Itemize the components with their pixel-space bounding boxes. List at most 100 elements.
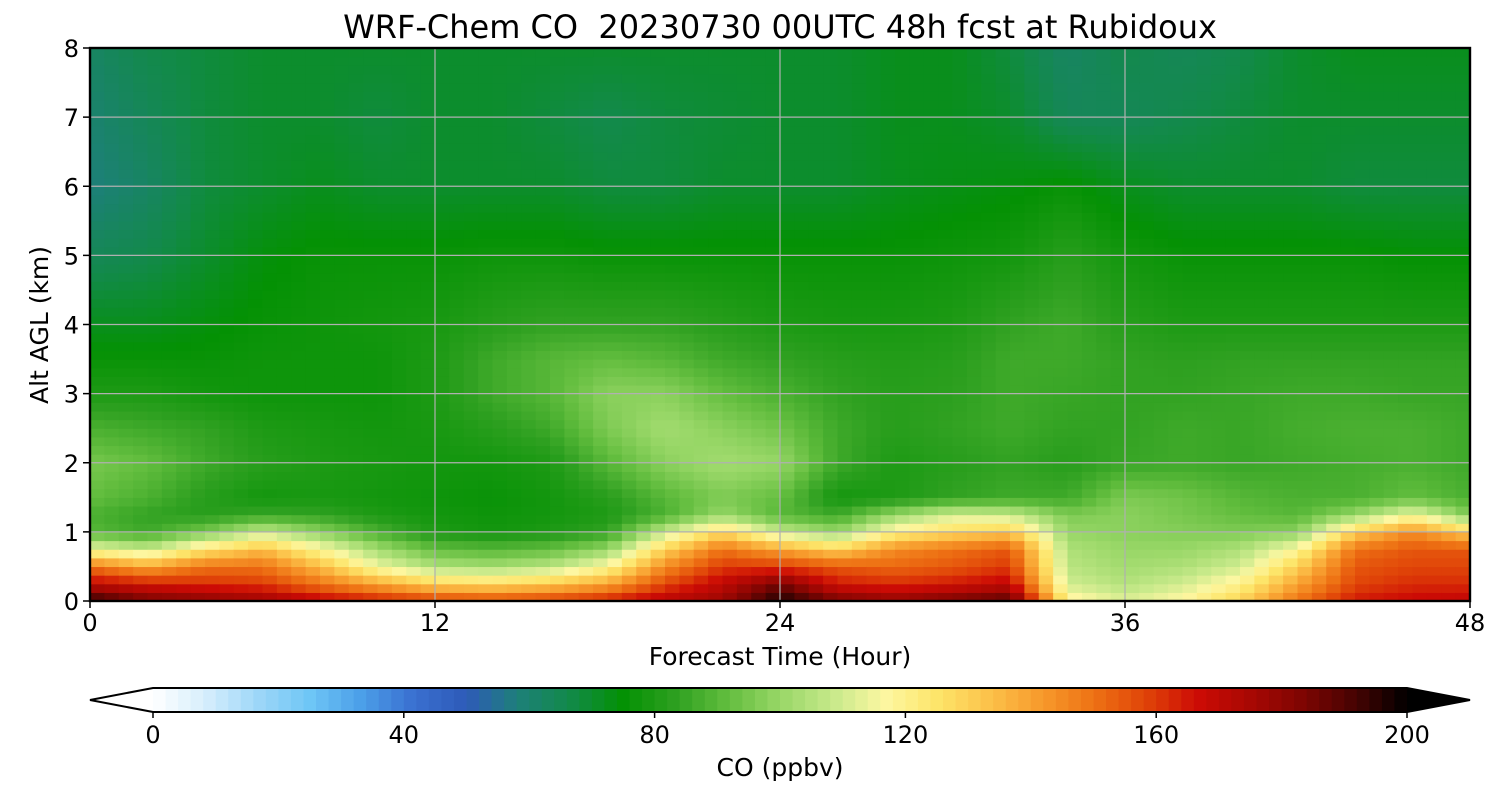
heatmap-cell <box>233 402 249 412</box>
heatmap-cell <box>449 540 465 550</box>
heatmap-cell <box>679 56 695 66</box>
heatmap-cell <box>205 255 220 265</box>
heatmap-cell <box>104 307 120 317</box>
heatmap-cell <box>636 151 652 161</box>
heatmap-cell <box>1196 497 1212 507</box>
heatmap-cell <box>435 272 450 282</box>
heatmap-cell <box>176 341 192 352</box>
heatmap-cell <box>1182 99 1198 110</box>
heatmap-cell <box>722 255 738 265</box>
heatmap-cell <box>794 583 810 593</box>
heatmap-cell <box>334 428 350 438</box>
heatmap-cell <box>851 505 867 516</box>
heatmap-cell <box>981 419 997 429</box>
heatmap-cell <box>765 497 781 507</box>
heatmap-cell <box>966 203 982 213</box>
heatmap-cell <box>291 177 307 187</box>
heatmap-cell <box>377 281 393 291</box>
heatmap-cell <box>550 367 565 377</box>
heatmap-cell <box>118 402 134 412</box>
heatmap-cell <box>1053 583 1069 593</box>
heatmap-cell <box>176 151 192 161</box>
heatmap-cell <box>291 117 307 127</box>
heatmap-cell <box>851 272 867 282</box>
heatmap-cell <box>1182 168 1198 179</box>
heatmap-cell <box>808 168 824 179</box>
heatmap-cell <box>1168 566 1184 576</box>
heatmap-cell <box>1096 575 1112 585</box>
heatmap-cell <box>1168 523 1184 533</box>
heatmap-cell <box>1038 454 1054 464</box>
heatmap-cell <box>391 151 407 161</box>
heatmap-cell <box>808 212 824 222</box>
heatmap-cell <box>909 583 925 593</box>
heatmap-cell <box>320 177 335 187</box>
heatmap-cell <box>1125 134 1140 144</box>
heatmap-cell <box>147 220 163 231</box>
heatmap-cell <box>650 82 666 92</box>
heatmap-cell <box>895 298 910 308</box>
heatmap-cell <box>219 419 235 429</box>
heatmap-cell <box>981 462 997 472</box>
heatmap-cell <box>1139 298 1155 308</box>
heatmap-cell <box>780 531 795 542</box>
heatmap-cell <box>751 592 767 601</box>
heatmap-cell <box>435 151 450 161</box>
heatmap-cell <box>1168 289 1184 300</box>
heatmap-cell <box>506 134 522 144</box>
heatmap-cell <box>506 264 522 274</box>
heatmap-cell <box>880 143 896 153</box>
heatmap-cell <box>693 419 709 429</box>
heatmap-cell <box>305 583 321 593</box>
heatmap-cell <box>593 315 609 326</box>
heatmap-cell <box>995 48 1011 58</box>
heatmap-cell <box>780 445 795 455</box>
heatmap-cell <box>1196 151 1212 161</box>
heatmap-cell <box>650 367 666 377</box>
heatmap-cell <box>938 454 954 464</box>
heatmap-cell <box>1096 428 1112 438</box>
heatmap-cell <box>1196 246 1212 256</box>
heatmap-cell <box>621 194 637 205</box>
heatmap-cell <box>1053 531 1069 542</box>
heatmap-cell <box>248 82 264 92</box>
heatmap-cell <box>406 462 422 472</box>
heatmap-cell <box>133 73 149 84</box>
heatmap-cell <box>636 48 652 58</box>
heatmap-cell <box>780 125 795 136</box>
heatmap-cell <box>1196 160 1212 170</box>
heatmap-cell <box>765 488 781 498</box>
heatmap-cell <box>966 428 982 438</box>
heatmap-cell <box>133 194 149 205</box>
heatmap-cell <box>1053 315 1069 326</box>
heatmap-cell <box>133 160 149 170</box>
heatmap-cell <box>90 99 105 110</box>
heatmap-cell <box>808 592 824 601</box>
heatmap-cell <box>348 168 364 179</box>
heatmap-cell <box>621 540 637 550</box>
heatmap-cell <box>176 56 192 66</box>
heatmap-cell <box>1081 592 1097 601</box>
heatmap-cell <box>1196 220 1212 231</box>
heatmap-cell <box>708 246 724 256</box>
heatmap-cell <box>449 99 465 110</box>
heatmap-cell <box>406 333 422 343</box>
heatmap-cell <box>161 376 177 386</box>
heatmap-cell <box>334 168 350 179</box>
heatmap-cell <box>751 264 767 274</box>
heatmap-cell <box>679 575 695 585</box>
heatmap-cell <box>1010 575 1025 585</box>
heatmap-cell <box>248 324 264 334</box>
heatmap-cell <box>1196 462 1212 472</box>
heatmap-cell <box>176 376 192 386</box>
heatmap-cell <box>851 246 867 256</box>
heatmap-cell <box>981 298 997 308</box>
heatmap-cell <box>348 540 364 550</box>
heatmap-cell <box>966 82 982 92</box>
heatmap-cell <box>607 238 623 248</box>
heatmap-cell <box>205 117 220 127</box>
heatmap-cell <box>305 281 321 291</box>
heatmap-cell <box>866 592 882 601</box>
heatmap-cell <box>823 73 839 84</box>
heatmap-cell <box>880 289 896 300</box>
